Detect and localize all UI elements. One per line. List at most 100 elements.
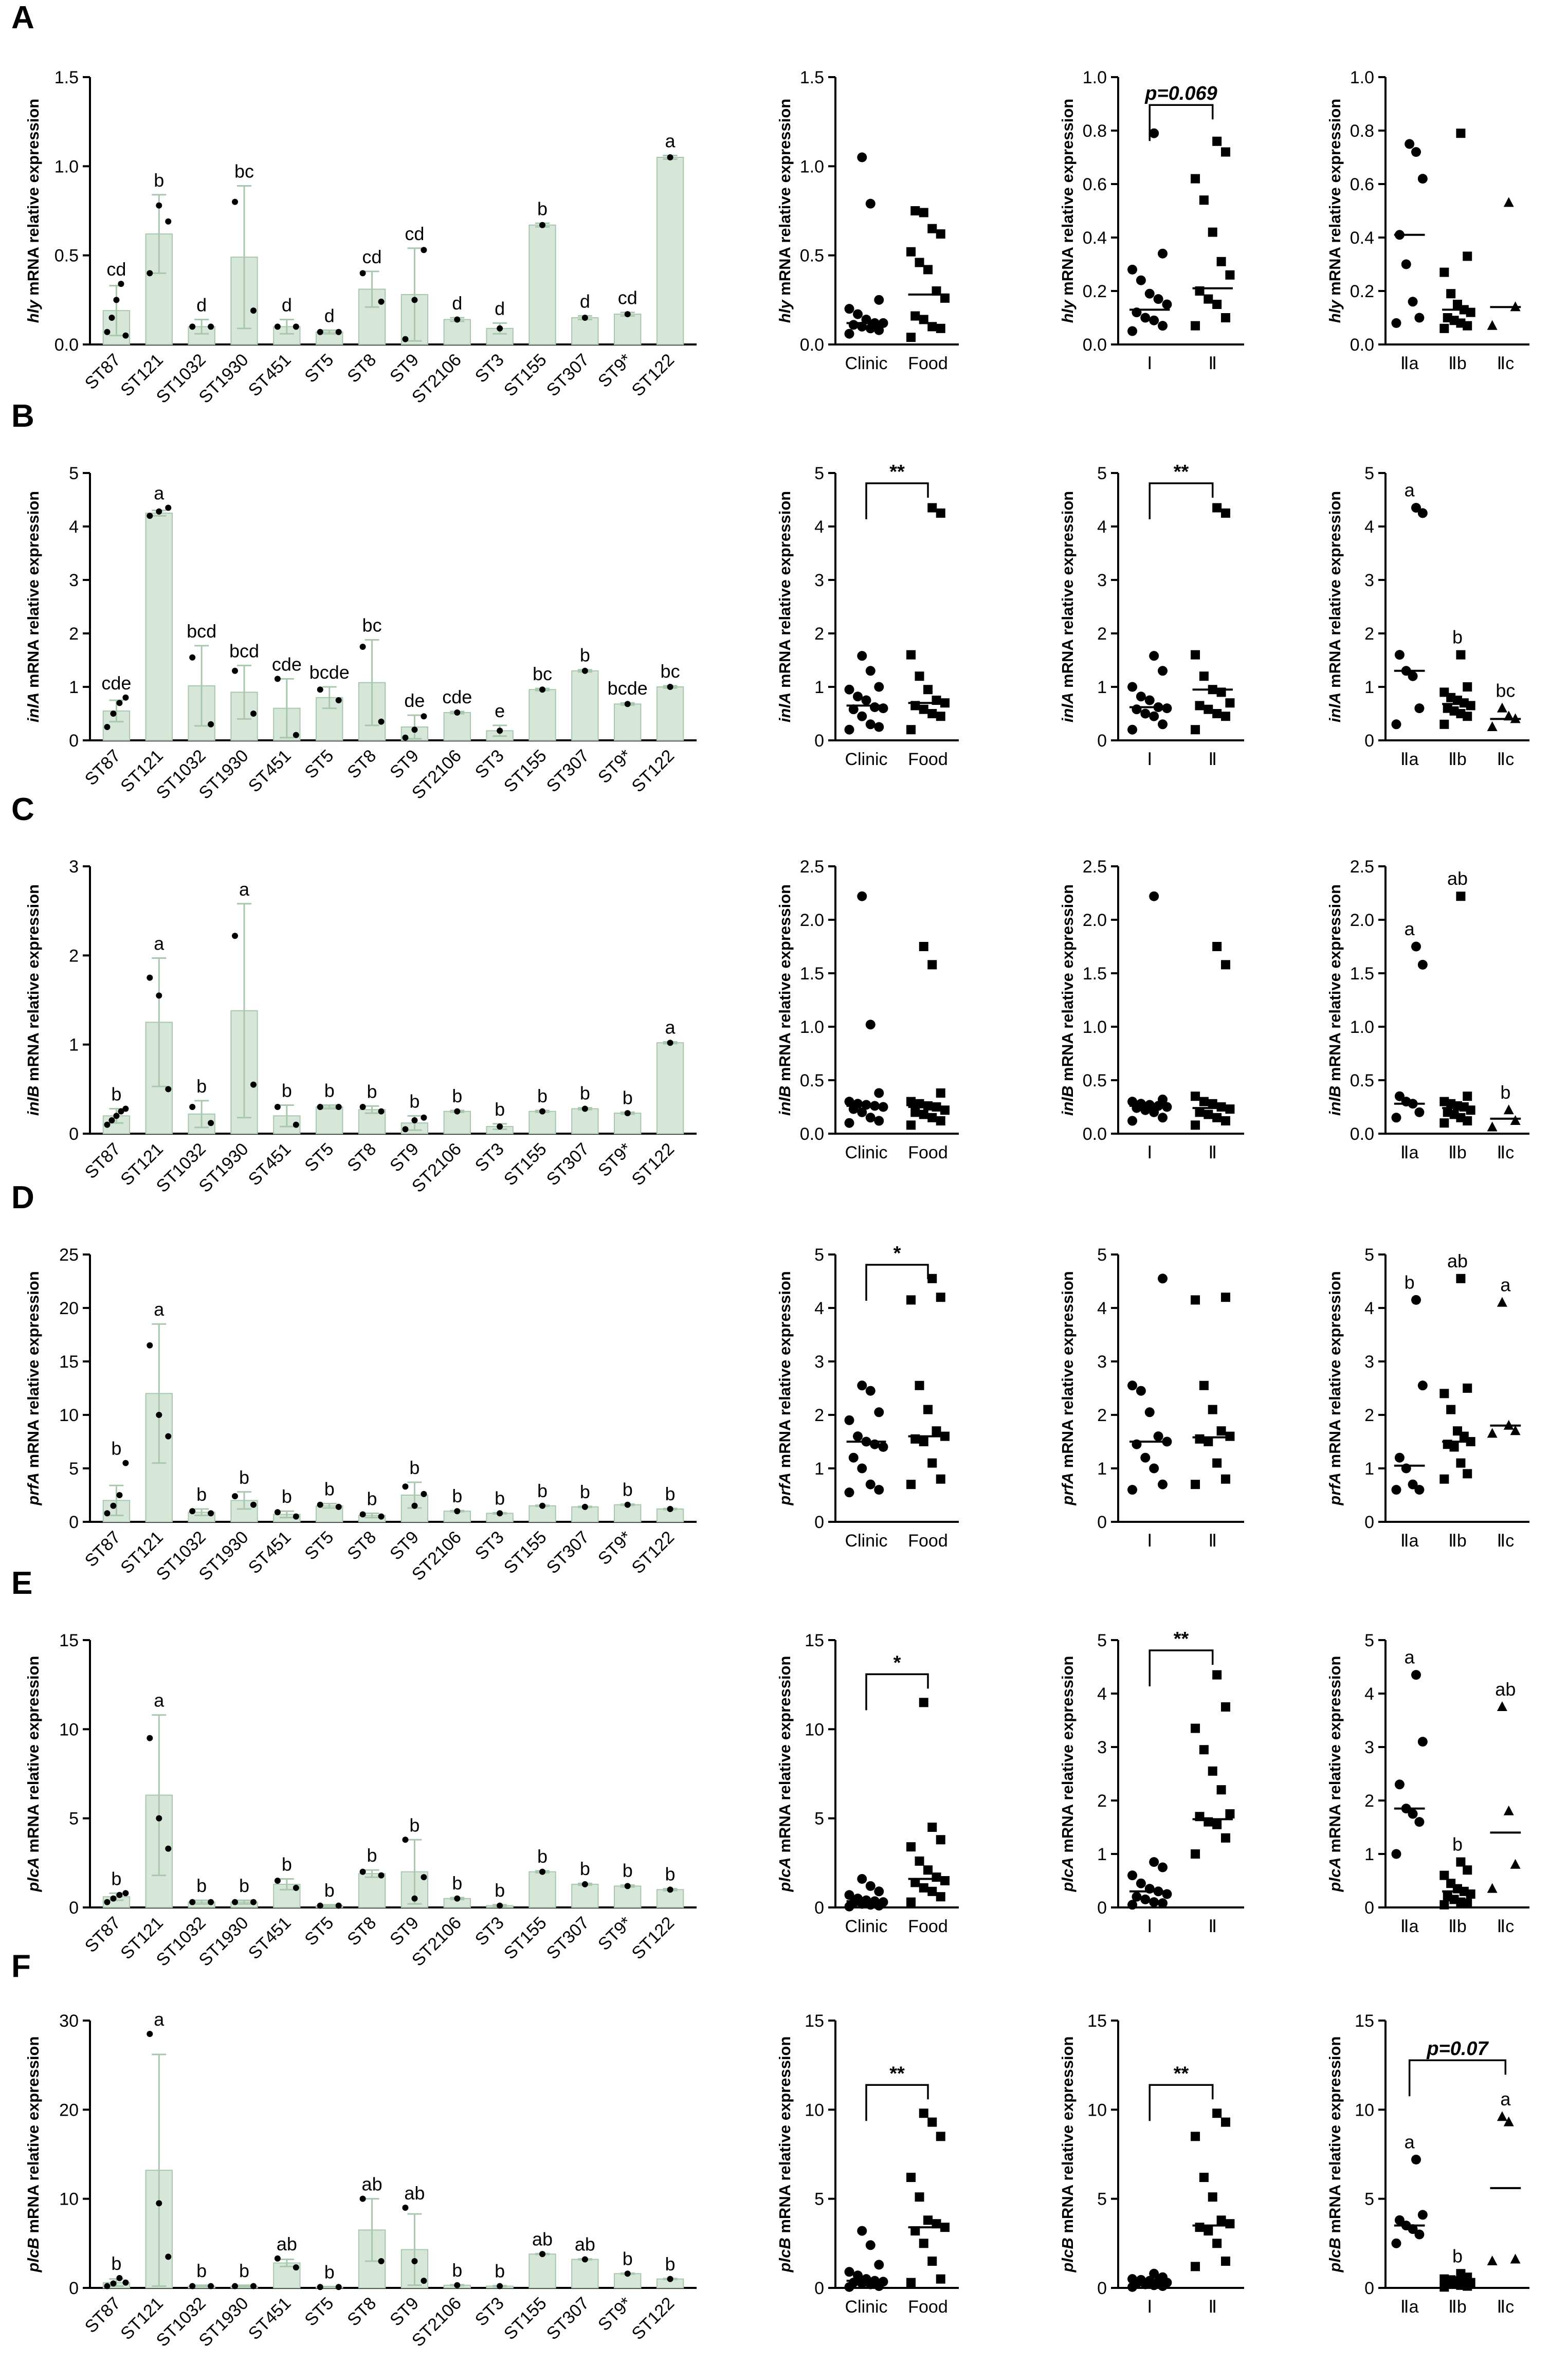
data-point <box>1140 1452 1151 1463</box>
y-tick-label: 1 <box>69 1035 79 1055</box>
data-point <box>936 1474 945 1484</box>
significance-letter: d <box>452 293 462 314</box>
data-point <box>156 1412 162 1418</box>
panel-letter: C <box>11 792 34 827</box>
data-point <box>936 229 945 239</box>
x-category-label: Clinic <box>845 354 887 373</box>
data-point <box>1221 1702 1231 1712</box>
y-tick-label: 5 <box>1097 464 1107 483</box>
data-point <box>1463 251 1472 261</box>
data-point <box>335 1902 342 1909</box>
data-point <box>906 1897 916 1907</box>
significance-letter: b <box>196 1076 207 1097</box>
data-point <box>1127 264 1138 275</box>
data-point <box>421 1114 427 1121</box>
significance-letter: b <box>367 1081 377 1102</box>
y-tick-label: 0 <box>1364 2279 1374 2298</box>
data-point <box>927 1274 937 1283</box>
data-point <box>1463 1898 1472 1908</box>
x-category-label: ST9 <box>386 746 423 783</box>
data-point <box>122 2279 129 2286</box>
significance-letter: a <box>154 933 165 954</box>
x-category-label: ST5 <box>301 746 337 783</box>
data-point <box>865 1113 876 1123</box>
y-tick-label: 0.8 <box>1350 121 1374 141</box>
data-point <box>915 258 924 267</box>
x-category-label: Ⅱc <box>1497 2297 1514 2317</box>
data-point <box>906 650 916 660</box>
data-point <box>497 325 503 332</box>
data-point <box>1158 719 1168 730</box>
data-point <box>108 315 115 321</box>
y-tick-label: 0 <box>1364 1513 1374 1532</box>
data-point <box>857 891 867 901</box>
y-tick-label: 1 <box>1097 1459 1107 1479</box>
significance-letter: a <box>154 1299 165 1320</box>
data-point <box>421 713 427 720</box>
significance-letter: b <box>1452 627 1463 648</box>
y-tick-label: 0.8 <box>1083 121 1107 141</box>
data-point <box>250 1081 257 1088</box>
data-point <box>1162 1102 1172 1112</box>
data-point <box>104 329 111 335</box>
x-category-label: ST155 <box>500 350 551 401</box>
significance-letter: ab <box>362 2174 382 2195</box>
significance-letter: bcd <box>229 640 259 661</box>
y-tick-label: 0.0 <box>800 335 824 355</box>
x-category-label: Ⅱb <box>1448 2297 1467 2317</box>
x-category-label: Clinic <box>845 1531 887 1551</box>
data-point <box>539 2251 545 2258</box>
data-point <box>1408 1479 1418 1489</box>
data-point <box>1221 1116 1231 1126</box>
x-category-label: ST451 <box>245 1913 295 1963</box>
data-point <box>910 1878 920 1887</box>
y-tick-label: 15 <box>59 1631 79 1650</box>
x-category-label: Ⅱb <box>1448 1143 1467 1162</box>
data-point <box>874 2260 884 2270</box>
data-point <box>1411 1670 1421 1680</box>
data-point <box>1439 1870 1449 1880</box>
y-tick-label: 2.0 <box>800 911 824 930</box>
data-point <box>421 2278 427 2284</box>
y-tick-label: 0 <box>1097 731 1107 751</box>
data-point <box>378 718 385 725</box>
y-tick-label: 15 <box>805 2011 824 2031</box>
data-point <box>927 1886 937 1896</box>
data-point <box>1149 128 1159 138</box>
y-tick-label: 0 <box>69 2279 79 2298</box>
data-point <box>1149 891 1159 901</box>
data-point <box>915 1380 924 1390</box>
data-point <box>919 1437 928 1446</box>
source-scatter-plcB: 0 5 10 15 plcB mRNA relative expression Clini… <box>776 2011 959 2317</box>
data-point <box>122 1890 129 1897</box>
y-axis-label: prfA mRNA relative expression <box>1326 1271 1344 1505</box>
data-point <box>335 329 342 335</box>
y-tick-label: 15 <box>59 1352 79 1372</box>
y-tick-label: 0 <box>69 1513 79 1532</box>
sublineage-scatter-plcB: 0 5 10 15 plcB mRNA relative expression Ⅱa a Ⅱb… <box>1326 2011 1529 2317</box>
x-category-label: ST307 <box>543 1527 593 1578</box>
y-tick-label: 5 <box>1097 1631 1107 1650</box>
x-category-label: ST8 <box>343 350 380 387</box>
y-tick-label: 4 <box>814 517 824 537</box>
significance-letter: e <box>495 700 505 721</box>
data-point <box>906 247 916 257</box>
data-point <box>411 1117 418 1123</box>
significance-letter: a <box>665 1016 676 1038</box>
significance-letter: d <box>580 291 590 312</box>
data-point <box>1417 508 1428 518</box>
data-point <box>1225 2219 1235 2229</box>
y-tick-label: 4 <box>1097 1299 1107 1318</box>
data-point <box>844 1415 854 1425</box>
data-point <box>1140 1894 1151 1904</box>
data-point <box>1158 1113 1168 1123</box>
y-tick-label: 0 <box>69 1124 79 1144</box>
data-point <box>1221 147 1231 157</box>
data-point <box>853 1431 863 1442</box>
y-tick-label: 20 <box>59 2100 79 2120</box>
data-point <box>274 1104 281 1110</box>
panel-letter: E <box>11 1566 32 1601</box>
data-point <box>874 2281 884 2292</box>
data-point <box>923 685 933 695</box>
